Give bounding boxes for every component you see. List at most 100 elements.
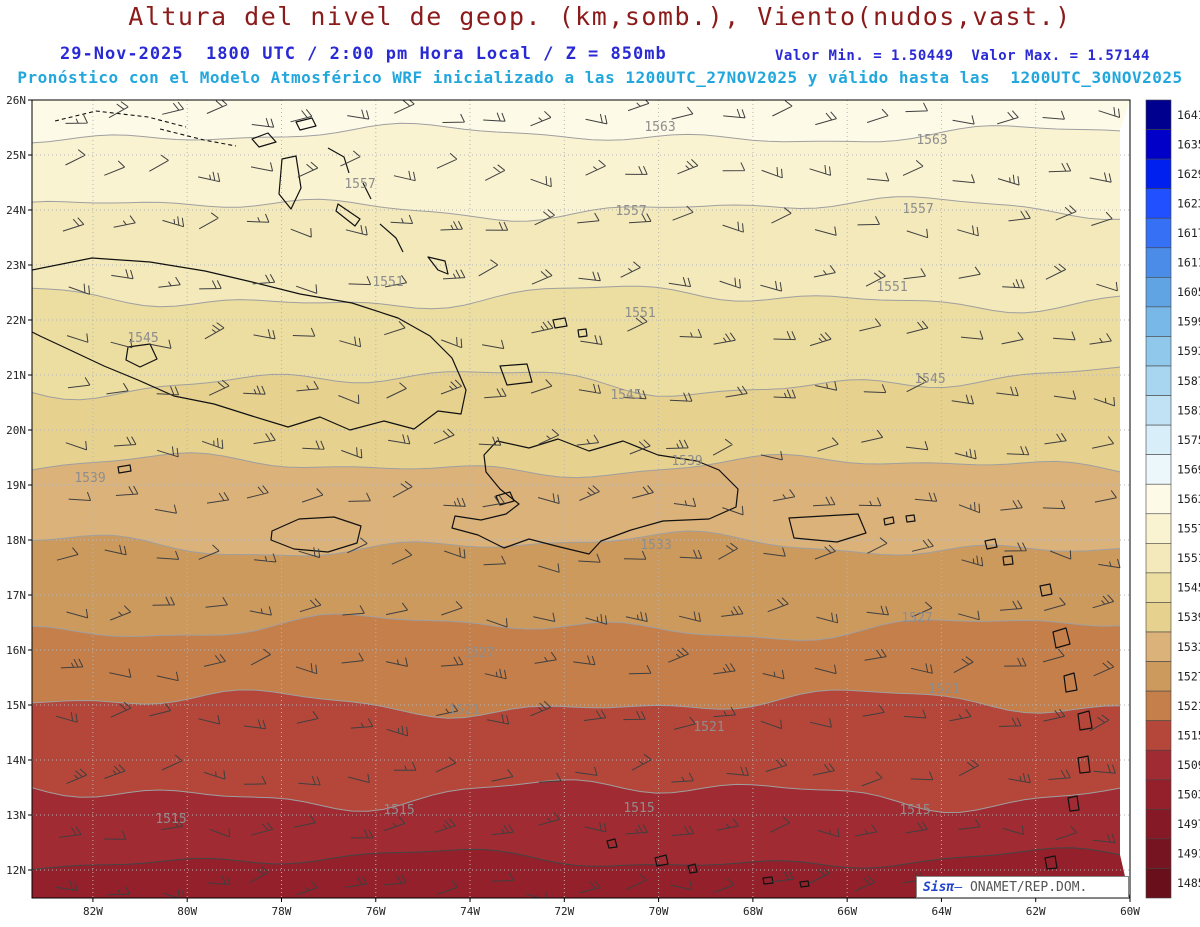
lon-tick-label: 72W: [554, 905, 574, 918]
coastline: [1039, 583, 1053, 597]
contour-line: [32, 196, 1121, 222]
colorbar-cell: [1145, 513, 1172, 544]
colorbar-label: 1503: [1177, 788, 1200, 802]
coastline: [905, 514, 916, 523]
height-band: [32, 531, 1120, 641]
colorbar-cell: [1145, 277, 1172, 308]
coastline: [799, 880, 810, 888]
contour-label: 1563: [916, 133, 947, 148]
contour-label: 1521: [928, 682, 959, 697]
coastline: [1067, 795, 1080, 812]
lon-tick-label: 74W: [460, 905, 480, 918]
lon-tick-label: 68W: [743, 905, 763, 918]
colorbar-cell: [1145, 483, 1172, 515]
map-area: 1563 1563 1557 1557 1557 1551 1551 1551 1545 1545…: [32, 100, 1130, 898]
height-band: [32, 452, 1120, 556]
lat-tick-label: 23N: [6, 259, 26, 272]
contour-label: 1557: [615, 204, 646, 219]
colorbar-label: 1533: [1177, 640, 1200, 654]
colorbar-label: 1557: [1177, 522, 1200, 536]
lon-tick-label: 70W: [649, 905, 669, 918]
coastline: [295, 117, 317, 131]
watermark-separator: –: [954, 879, 970, 895]
contour-label: 1521: [693, 720, 724, 735]
colorbar-cell: [1145, 749, 1172, 781]
watermark-org: ONAMET/REP.DOM.: [969, 879, 1088, 895]
model-info-text: Pronóstico con el Modelo Atmosférico WRF…: [17, 68, 1183, 87]
height-band: [32, 123, 1120, 222]
grid-lines: [32, 100, 1130, 898]
contour-line: [32, 452, 1121, 479]
colorbar-cell: [1145, 631, 1172, 662]
coastline: [117, 464, 132, 474]
colorbar-label: 1527: [1177, 669, 1200, 683]
lat-tick-label: 26N: [6, 94, 26, 107]
colorbar-cell: [1145, 454, 1172, 485]
lat-tick-label: 15N: [6, 699, 26, 712]
coastline: [32, 257, 467, 431]
lat-tick-label: 24N: [6, 204, 26, 217]
contour-label: 1563: [644, 120, 675, 135]
coastline: [687, 863, 698, 874]
watermark-brand: Sisπ: [923, 879, 955, 895]
colorbar-label: 1617: [1177, 226, 1200, 240]
contour-line: [32, 689, 1121, 719]
contour-lines: [32, 122, 1121, 870]
colorbar-label: 1623: [1177, 196, 1200, 210]
colorbar-label: 1509: [1177, 758, 1200, 772]
coastline-dashed: [159, 128, 237, 147]
colorbar-cell: [1145, 572, 1172, 603]
colorbar-label: 1635: [1177, 137, 1200, 151]
coastline: [1052, 627, 1071, 649]
coastline: [362, 182, 372, 200]
lon-tick-label: 66W: [837, 905, 857, 918]
colorbar-label: 1569: [1177, 462, 1200, 476]
lon-tick-label: 62W: [1026, 905, 1046, 918]
minmax-values-text: Valor Min. = 1.50449 Valor Max. = 1.5714…: [774, 48, 1150, 64]
valid-datetime-text: 29-Nov-2025 1800 UTC / 2:00 pm Hora Loca…: [60, 44, 667, 64]
coastline: [654, 854, 669, 867]
colorbar-cell: [1145, 336, 1172, 367]
lat-tick-label: 20N: [6, 424, 26, 437]
colorbar-cell: [1145, 365, 1172, 396]
colorbar-cell: [1145, 217, 1172, 249]
colorbar-label: 1593: [1177, 344, 1200, 358]
colorbar-label: 1515: [1177, 728, 1200, 742]
colorbar-cell: [1145, 661, 1172, 692]
height-band: [32, 367, 1120, 478]
height-band: [32, 613, 1120, 719]
colorbar-cell: [1145, 720, 1172, 751]
lat-tick-label: 16N: [6, 644, 26, 657]
colorbar-cell: [1145, 247, 1172, 278]
height-band: [32, 689, 1120, 813]
colorbar-cell: [1145, 395, 1172, 426]
colorbar-label: 1539: [1177, 610, 1200, 624]
colorbar-label: 1629: [1177, 167, 1200, 181]
coastline: [270, 516, 362, 553]
colorbar-cell: [1145, 809, 1172, 840]
contour-label: 1515: [383, 803, 414, 818]
coastline: [788, 513, 867, 543]
contour-label: 1515: [155, 812, 186, 827]
colorbar-label: 1563: [1177, 492, 1200, 506]
shaded-bands: [32, 100, 1130, 898]
contour-label: 1539: [671, 454, 702, 469]
coastline: [1077, 710, 1093, 731]
coastline: [1077, 755, 1091, 774]
contour-label: 1533: [640, 538, 671, 553]
contour-label: 1545: [610, 388, 641, 403]
contour-line: [32, 847, 1121, 870]
coastline: [552, 317, 568, 329]
colorbar-cell: [1145, 779, 1172, 810]
lon-tick-label: 76W: [366, 905, 386, 918]
coastline: [1002, 555, 1014, 566]
lon-tick-label: 80W: [177, 905, 197, 918]
colorbar-label: 1485: [1177, 876, 1200, 890]
height-band: [32, 286, 1120, 400]
colorbar-cell: [1145, 424, 1172, 455]
contour-label: 1545: [127, 331, 158, 346]
